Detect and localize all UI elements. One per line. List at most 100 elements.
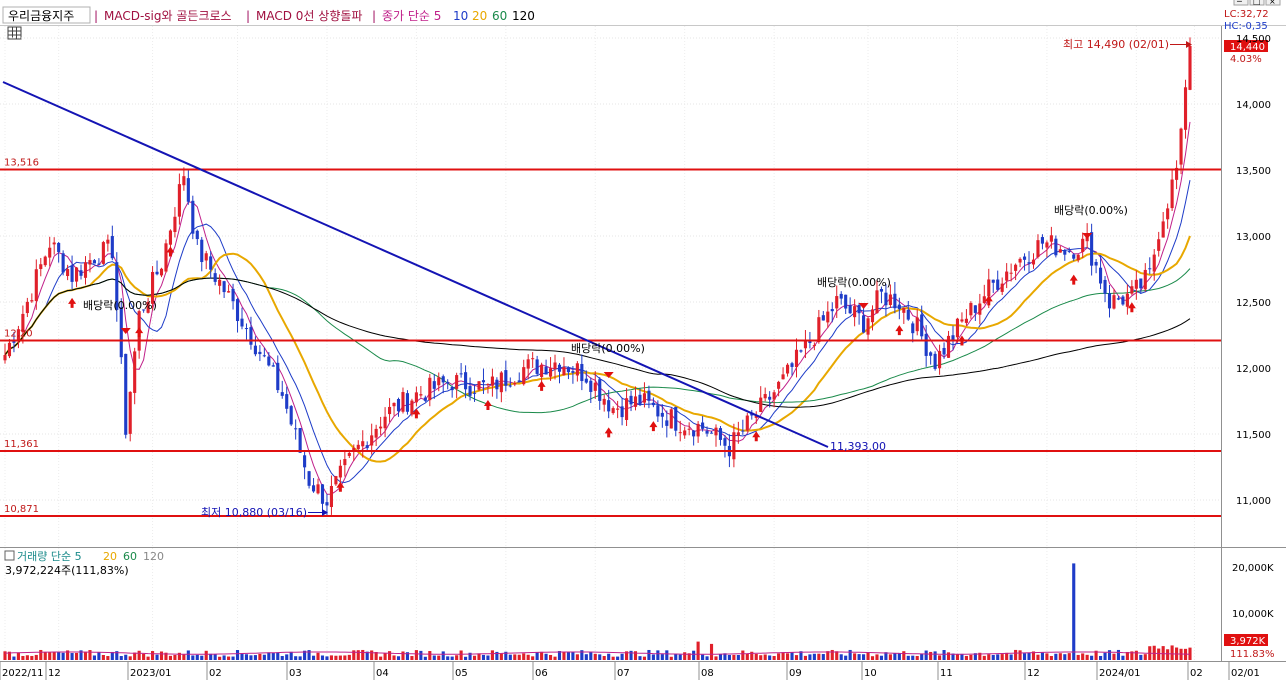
candle-body[interactable] — [61, 253, 65, 273]
candle-body[interactable] — [1027, 262, 1031, 264]
candle-body[interactable] — [191, 200, 195, 234]
volume-bar[interactable] — [1063, 654, 1067, 660]
candle-body[interactable] — [920, 314, 924, 337]
volume-bar[interactable] — [218, 656, 222, 660]
candle-body[interactable] — [307, 471, 311, 486]
volume-bar[interactable] — [1040, 652, 1044, 660]
candle-body[interactable] — [370, 435, 374, 446]
volume-bar[interactable] — [745, 653, 749, 660]
candle-body[interactable] — [674, 406, 678, 431]
candle-body[interactable] — [1143, 269, 1147, 290]
candle-body[interactable] — [97, 263, 101, 265]
volume-bar[interactable] — [781, 652, 785, 660]
candle-body[interactable] — [763, 394, 767, 399]
candle-body[interactable] — [996, 279, 1000, 290]
volume-bar[interactable] — [996, 654, 1000, 660]
candle-body[interactable] — [419, 394, 423, 396]
volume-bar[interactable] — [79, 650, 83, 660]
candle-body[interactable] — [566, 367, 570, 373]
candle-body[interactable] — [464, 372, 468, 390]
volume-bar[interactable] — [52, 651, 56, 660]
candle-body[interactable] — [25, 301, 29, 314]
volume-bar[interactable] — [692, 650, 696, 660]
volume-bar[interactable] — [902, 651, 906, 660]
candle-body[interactable] — [218, 279, 222, 286]
volume-bar[interactable] — [548, 654, 553, 660]
candle-body[interactable] — [848, 305, 852, 314]
volume-bar[interactable] — [1094, 650, 1098, 660]
volume-bar[interactable] — [405, 652, 410, 660]
volume-bar[interactable] — [159, 651, 164, 660]
candle-body[interactable] — [1130, 286, 1134, 294]
stock-name[interactable]: 우리금융지주 — [8, 9, 74, 23]
volume-bar[interactable] — [437, 655, 441, 660]
volume-bar[interactable] — [991, 655, 995, 660]
candle-body[interactable] — [826, 311, 830, 323]
candle-body[interactable] — [200, 239, 204, 263]
volume-bar[interactable] — [1139, 654, 1143, 660]
volume-bar[interactable] — [222, 655, 226, 660]
candle-body[interactable] — [718, 428, 723, 440]
candle-body[interactable] — [955, 318, 960, 338]
candle-body[interactable] — [428, 377, 432, 401]
candle-body[interactable] — [142, 309, 146, 311]
volume-bar[interactable] — [432, 655, 436, 660]
volume-bar[interactable] — [669, 656, 673, 660]
volume-bar[interactable] — [235, 650, 240, 660]
candle-body[interactable] — [705, 430, 709, 434]
volume-bar[interactable] — [289, 651, 293, 660]
volume-bar[interactable] — [1107, 650, 1112, 660]
candle-body[interactable] — [303, 455, 307, 468]
candle-body[interactable] — [870, 309, 875, 323]
candle-body[interactable] — [839, 293, 843, 299]
candle-body[interactable] — [311, 485, 316, 492]
candle-body[interactable] — [151, 271, 155, 304]
candle-body[interactable] — [48, 247, 52, 258]
volume-bar[interactable] — [839, 654, 843, 660]
candle-body[interactable] — [1103, 279, 1107, 294]
candle-body[interactable] — [866, 318, 870, 335]
candle-body[interactable] — [696, 423, 700, 437]
volume-bar[interactable] — [969, 654, 973, 660]
candle-body[interactable] — [316, 484, 320, 494]
volume-bar[interactable] — [870, 656, 875, 660]
date-axis[interactable]: 2022/11 12 2023/01 02 03 04 05 06 07 08 09 10 11 12 20… — [0, 662, 1260, 680]
volume-bar[interactable] — [276, 652, 280, 660]
volume-bar[interactable] — [271, 652, 275, 660]
candle-body[interactable] — [70, 265, 74, 282]
volume-bar[interactable] — [441, 651, 445, 660]
volume-bar[interactable] — [347, 654, 351, 660]
volume-bar[interactable] — [602, 655, 606, 660]
candle-body[interactable] — [616, 408, 620, 410]
volume-toggle-icon[interactable] — [4, 550, 15, 561]
volume-title[interactable]: 거래량 단순 5 — [17, 550, 82, 563]
volume-bar[interactable] — [678, 654, 682, 660]
candle-body[interactable] — [285, 394, 289, 409]
candle-body[interactable] — [468, 386, 472, 396]
candle-body[interactable] — [942, 347, 946, 355]
candle-body[interactable] — [642, 393, 647, 403]
candle-body[interactable] — [803, 340, 807, 349]
candle-body[interactable] — [379, 426, 383, 429]
volume-bar[interactable] — [1085, 654, 1089, 660]
volume-bar[interactable] — [638, 656, 642, 660]
candle-body[interactable] — [799, 350, 803, 352]
candle-body[interactable] — [785, 364, 790, 374]
volume-bar[interactable] — [772, 655, 776, 660]
volume-bar[interactable] — [253, 655, 257, 660]
candle-body[interactable] — [253, 345, 257, 355]
candle-body[interactable] — [830, 309, 834, 312]
volume-bar[interactable] — [844, 655, 848, 660]
volume-bar[interactable] — [1157, 648, 1161, 660]
candle-body[interactable] — [374, 428, 378, 438]
horizontal-levels[interactable]: 13,516 12,20 11,361 10,871 — [0, 158, 1221, 517]
volume-bar[interactable] — [450, 656, 454, 660]
candle-body[interactable] — [513, 382, 517, 385]
candle-body[interactable] — [620, 406, 624, 418]
candle-body[interactable] — [812, 345, 816, 347]
volume-bar[interactable] — [338, 655, 342, 660]
volume-bar[interactable] — [1054, 653, 1058, 660]
volume-bar[interactable] — [616, 656, 620, 660]
candle-body[interactable] — [701, 422, 705, 429]
candle-body[interactable] — [1125, 293, 1129, 307]
